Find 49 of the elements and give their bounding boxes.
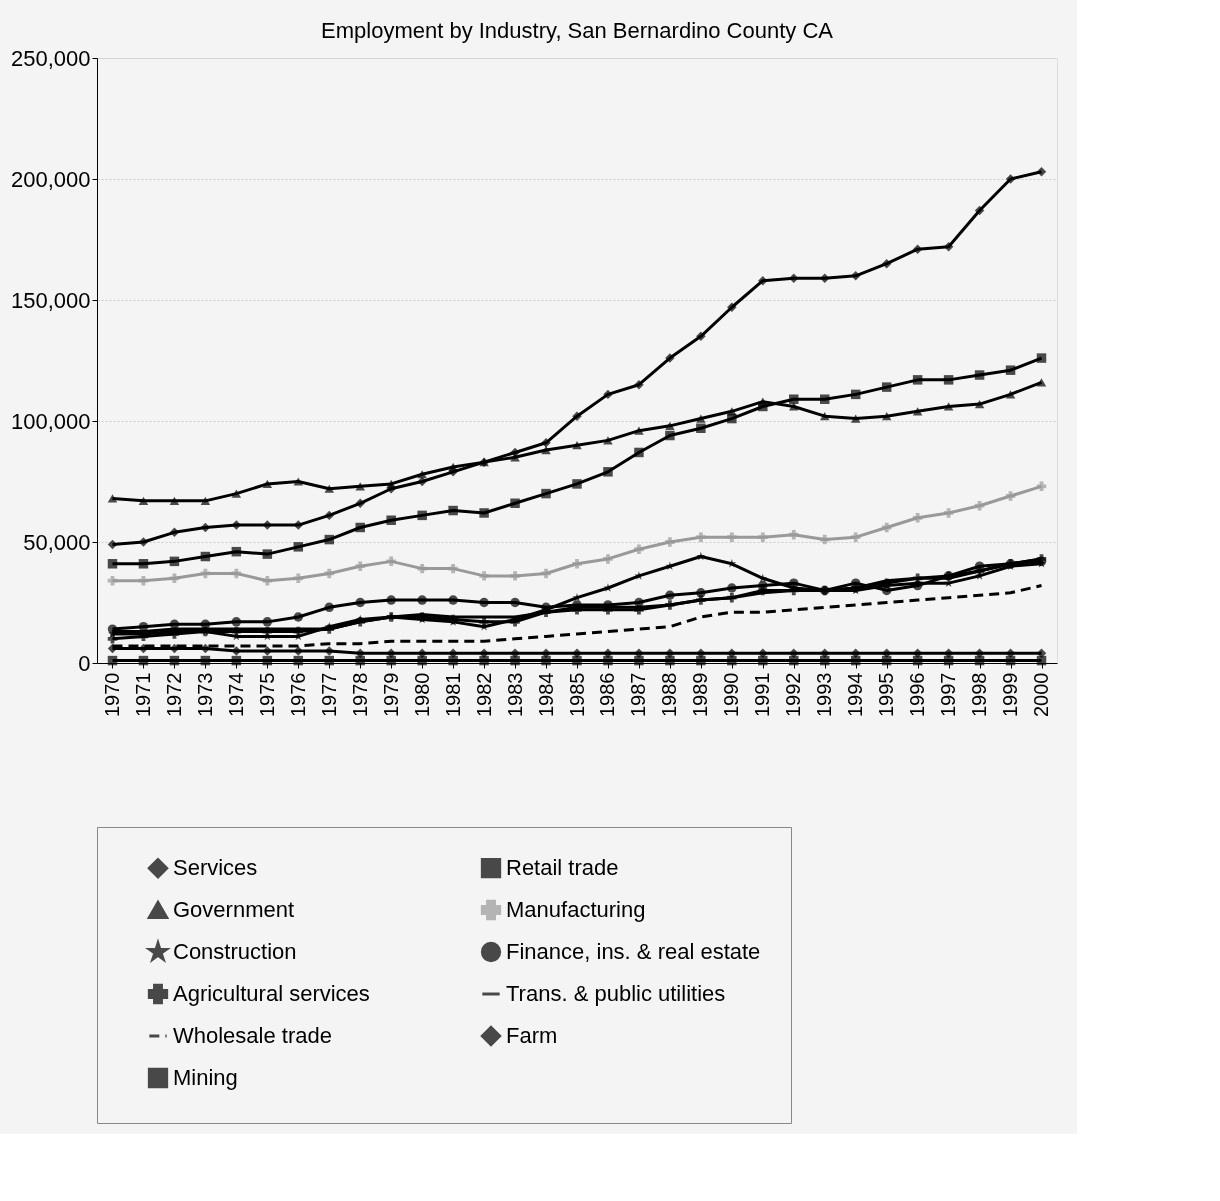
x-tick-label: 1981 — [441, 672, 464, 717]
y-tick-label: 50,000 — [23, 529, 91, 555]
x-tick-label: 1976 — [286, 672, 309, 717]
x-tick-label: 1992 — [782, 672, 805, 717]
x-tick-label: 1983 — [503, 672, 526, 717]
y-tick-label: 0 — [78, 650, 91, 676]
legend-label: Retail trade — [506, 855, 619, 881]
legend-label: Government — [173, 897, 295, 922]
y-tick-label: 100,000 — [10, 408, 91, 434]
x-tick-label: 1986 — [596, 672, 619, 717]
legend-label: Manufacturing — [506, 897, 646, 922]
x-tick-label: 1984 — [534, 672, 557, 717]
x-tick-label: 1971 — [131, 672, 154, 717]
x-tick-label: 1985 — [565, 672, 588, 717]
chart-title: Employment by Industry, San Bernardino County CA — [321, 18, 834, 43]
x-tick-label: 1979 — [379, 672, 402, 717]
legend-label: Trans. & public utilities — [506, 981, 726, 1006]
x-tick-label: 1999 — [999, 672, 1022, 717]
x-tick-label: 1993 — [813, 672, 836, 717]
x-tick-label: 1994 — [844, 672, 867, 717]
x-tick-label: 1996 — [906, 672, 929, 717]
x-tick-label: 1998 — [968, 672, 991, 717]
y-tick-label: 200,000 — [10, 166, 91, 192]
y-tick-label: 250,000 — [10, 45, 91, 71]
x-tick-label: 1987 — [627, 672, 650, 717]
legend-label: Wholesale trade — [173, 1023, 332, 1048]
x-tick-label: 1989 — [689, 672, 712, 717]
legend-label: Services — [173, 855, 258, 881]
x-tick-label: 1980 — [410, 672, 433, 717]
x-tick-label: 1970 — [100, 672, 123, 717]
x-tick-label: 1990 — [720, 672, 743, 717]
x-tick-label: 1972 — [162, 672, 185, 717]
x-tick-label: 1988 — [658, 672, 681, 717]
x-tick-label: 1977 — [317, 672, 340, 717]
x-tick-label: 1997 — [937, 672, 960, 717]
legend-label: Farm — [506, 1023, 558, 1048]
legend-label: Finance, ins. & real estate — [506, 939, 761, 964]
x-tick-label: 1991 — [751, 672, 774, 717]
x-tick-label: 2000 — [1030, 672, 1053, 717]
legend-label: Mining — [173, 1065, 238, 1090]
legend-label: Agricultural services — [173, 981, 370, 1006]
x-tick-label: 1982 — [472, 672, 495, 717]
x-tick-label: 1995 — [875, 672, 898, 717]
x-tick-label: 1975 — [255, 672, 278, 717]
legend-label: Construction — [173, 939, 297, 964]
y-tick-label: 150,000 — [10, 287, 91, 313]
x-tick-label: 1973 — [193, 672, 216, 717]
x-tick-label: 1978 — [348, 672, 371, 717]
x-tick-label: 1974 — [224, 672, 247, 717]
